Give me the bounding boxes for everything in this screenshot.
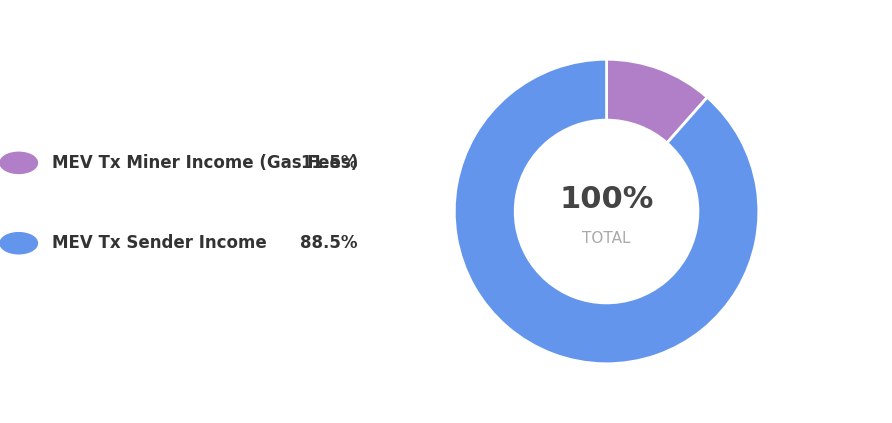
Text: 11.5%: 11.5%: [300, 154, 357, 172]
Circle shape: [0, 152, 37, 173]
Text: 100%: 100%: [559, 185, 654, 214]
Circle shape: [0, 233, 37, 254]
Text: MEV Tx Miner Income (Gas Fees): MEV Tx Miner Income (Gas Fees): [53, 154, 359, 172]
Wedge shape: [607, 59, 707, 143]
Text: TOTAL: TOTAL: [582, 231, 631, 247]
Wedge shape: [454, 59, 759, 364]
Text: MEV Tx Sender Income: MEV Tx Sender Income: [53, 234, 268, 252]
Text: 88.5%: 88.5%: [300, 234, 357, 252]
